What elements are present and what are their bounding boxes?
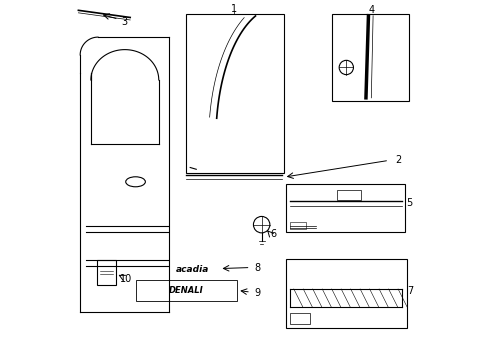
Bar bbox=[135, 280, 237, 301]
Text: 8: 8 bbox=[253, 262, 260, 273]
Text: 10: 10 bbox=[120, 274, 132, 284]
Bar bbox=[290, 313, 309, 324]
Text: 7: 7 bbox=[407, 286, 413, 296]
Bar bbox=[285, 184, 405, 232]
Text: 4: 4 bbox=[367, 5, 374, 15]
Text: 6: 6 bbox=[270, 229, 276, 239]
Text: 3: 3 bbox=[122, 17, 128, 27]
Text: 9: 9 bbox=[253, 288, 260, 298]
Text: DENALI: DENALI bbox=[169, 286, 203, 295]
Bar bbox=[331, 14, 408, 102]
Bar bbox=[337, 190, 360, 201]
Bar bbox=[97, 260, 116, 285]
Bar bbox=[285, 258, 406, 328]
Bar bbox=[185, 14, 283, 173]
Text: 5: 5 bbox=[405, 198, 411, 208]
Text: acadia: acadia bbox=[176, 265, 209, 274]
Bar bbox=[290, 222, 305, 229]
Text: 1: 1 bbox=[231, 4, 237, 14]
Text: 2: 2 bbox=[394, 156, 401, 165]
